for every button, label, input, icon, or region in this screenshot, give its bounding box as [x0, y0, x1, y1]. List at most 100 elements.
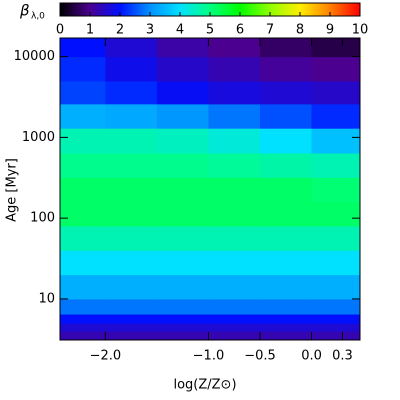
colorbar-tick-label: 0 — [56, 23, 64, 38]
plot-frame — [59, 37, 361, 341]
heatmap-cell — [60, 314, 106, 324]
heatmap-cell — [60, 80, 106, 105]
heatmap-cell — [60, 225, 106, 251]
colorbar-tick-label: 3 — [146, 23, 154, 38]
heatmap-cell — [311, 201, 361, 227]
colorbar-tick-label: 2 — [116, 23, 124, 38]
heatmap-cell — [311, 80, 361, 105]
heatmap-cell — [156, 250, 209, 276]
x-tick-label: 0.3 — [332, 349, 353, 364]
heatmap-cell — [105, 250, 158, 276]
heatmap-cell — [105, 38, 158, 58]
colorbar-tick-label: 6 — [236, 23, 244, 38]
heatmap-cell — [105, 225, 158, 251]
heatmap-cell — [60, 250, 106, 276]
heatmap-cell — [208, 250, 261, 276]
y-tick-label: 1000 — [22, 130, 55, 145]
heatmap-cell — [208, 153, 261, 178]
colorbar-tick-label: 9 — [326, 23, 334, 38]
heatmap-cell — [105, 128, 158, 154]
heatmap-cell — [260, 38, 313, 58]
heatmap-cell — [311, 225, 361, 251]
heatmap-cell — [60, 38, 106, 58]
heatmap-cell — [260, 128, 313, 154]
heatmap-cell — [156, 225, 209, 251]
heatmap-cell — [156, 80, 209, 105]
heatmap-cell — [208, 38, 261, 58]
heatmap-cell — [311, 153, 361, 178]
heatmap-cell — [60, 201, 106, 227]
x-axis-label: log(Z/Z⊙) — [173, 378, 236, 393]
heatmap-cell — [156, 331, 209, 341]
heatmap-cell — [208, 225, 261, 251]
heatmap-cell — [156, 38, 209, 58]
heatmap-cell — [260, 153, 313, 178]
heatmap-cell — [156, 323, 209, 332]
heatmap-cell — [60, 177, 106, 203]
heatmap-cell — [208, 80, 261, 105]
heatmap-cell — [208, 298, 261, 315]
heatmap-cell — [311, 323, 361, 332]
heatmap-cell — [156, 201, 209, 227]
colorbar-tick-label: 1 — [86, 23, 94, 38]
heatmap-cell — [156, 153, 209, 178]
heatmap-cell — [260, 274, 313, 300]
heatmap-cell — [105, 323, 158, 332]
heatmap-cell — [311, 331, 361, 341]
heatmap-cell — [260, 225, 313, 251]
colorbar-label: β — [19, 2, 30, 20]
heatmap-cell — [105, 314, 158, 324]
heatmap-cell — [260, 103, 313, 129]
heatmap-cell — [260, 323, 313, 332]
heatmap-cell — [260, 298, 313, 315]
colorbar-tick-label: 10 — [352, 23, 369, 38]
x-tick-label: −1.0 — [193, 349, 225, 364]
heatmap-cell — [60, 274, 106, 300]
colorbar-tick-label: 8 — [296, 23, 304, 38]
heatmap-cell — [105, 56, 158, 82]
y-axis-label: Age [Myr] — [5, 158, 20, 222]
heatmap-cell — [156, 103, 209, 129]
heatmap-cell — [260, 331, 313, 341]
heatmap-cell — [311, 250, 361, 276]
heatmap-cell — [60, 56, 106, 82]
heatmap-cell — [311, 38, 361, 58]
heatmap-cell — [105, 153, 158, 178]
heatmap-cell — [208, 103, 261, 129]
colorbar-tick-label: 7 — [266, 23, 274, 38]
heatmap-cell — [208, 56, 261, 82]
heatmap-cell — [260, 177, 313, 203]
colorbar-label-sub: λ,0 — [31, 12, 45, 22]
heatmap-cell — [156, 274, 209, 300]
heatmap-cell — [60, 298, 106, 315]
heatmap-cell — [156, 177, 209, 203]
colorbar-tick-label: 5 — [206, 23, 214, 38]
heatmap-cell — [105, 103, 158, 129]
heatmap-cell — [105, 177, 158, 203]
heatmap-cell — [105, 80, 158, 105]
heatmap-cell — [60, 323, 106, 332]
heatmap-cell — [311, 128, 361, 154]
heatmap-cell — [311, 274, 361, 300]
heatmap-cell — [105, 274, 158, 300]
y-tick-label: 100 — [30, 211, 55, 226]
heatmap-cell — [60, 128, 106, 154]
heatmap-cell — [311, 177, 361, 203]
heatmap-cell — [208, 274, 261, 300]
heatmap-cell — [208, 314, 261, 324]
heatmap-cell — [156, 56, 209, 82]
heatmap-cell — [208, 331, 261, 341]
heatmap-cell — [260, 250, 313, 276]
heatmap-cell — [60, 103, 106, 129]
heatmap-cell — [105, 201, 158, 227]
heatmap-cell — [105, 298, 158, 315]
heatmap-cell — [260, 201, 313, 227]
heatmap-cell — [156, 298, 209, 315]
x-tick-label: 0.0 — [301, 349, 322, 364]
colorbar-tick-label: 4 — [176, 23, 184, 38]
heatmap-cell — [60, 331, 106, 341]
heatmap-cell — [260, 80, 313, 105]
heatmap-cell — [260, 56, 313, 82]
heatmap-cell — [208, 177, 261, 203]
